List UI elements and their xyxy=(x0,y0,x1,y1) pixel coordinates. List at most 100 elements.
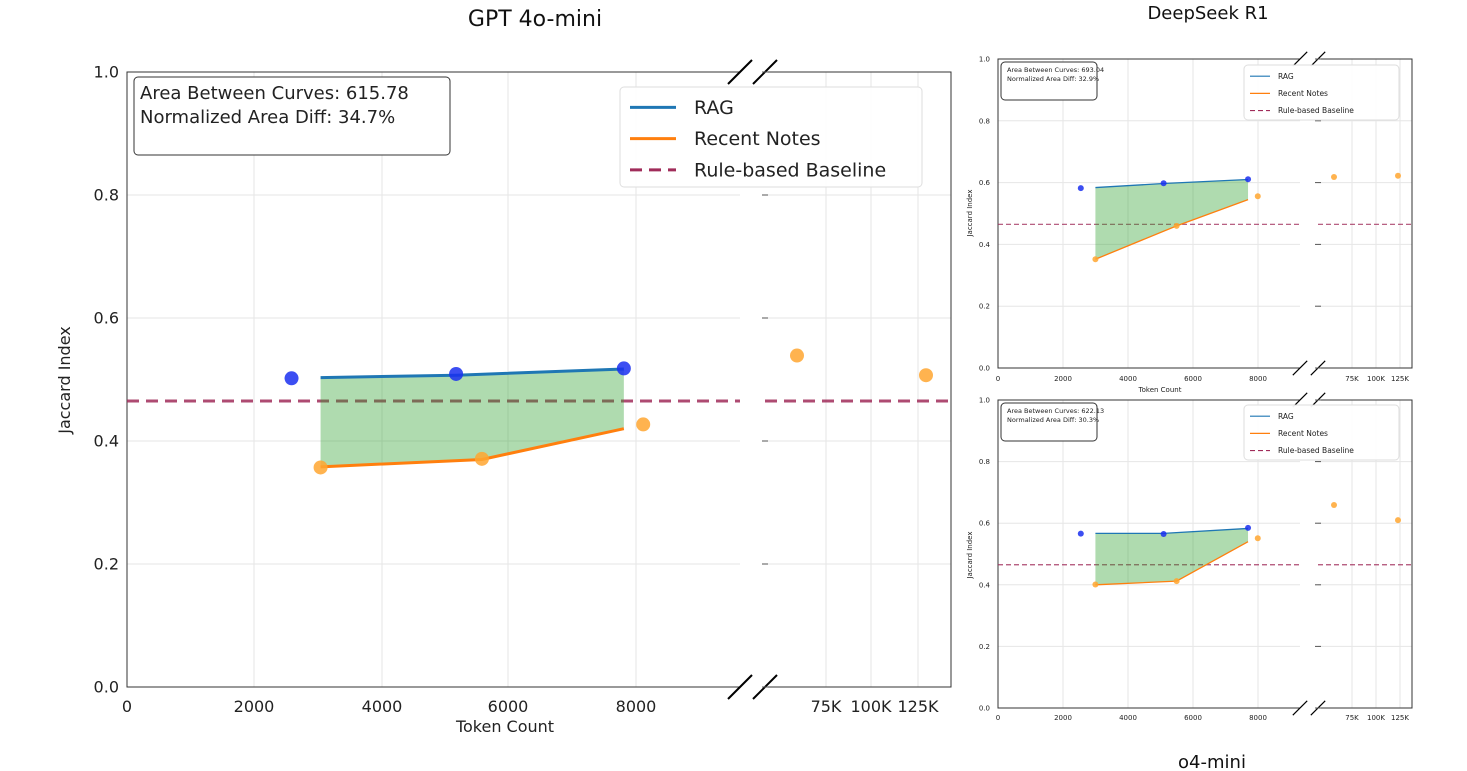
legend-label: Recent Notes xyxy=(1278,429,1328,438)
data-point-recent-notes xyxy=(1331,174,1337,181)
x-tick-label: 4000 xyxy=(362,697,403,716)
x-tick-label: 100K xyxy=(1367,714,1385,722)
axis-frame-right xyxy=(1318,58,1413,369)
y-tick-label: 0.6 xyxy=(979,179,991,187)
chart-panel-0: 0.0 0.2 0.4 0.6 0.8 1.0 0 2000 4000 6000 8000 75K 10… xyxy=(55,7,952,736)
annotation-normalized-text: Normalized Area Diff: 34.7% xyxy=(140,107,395,128)
data-point-recent-notes xyxy=(474,451,489,466)
area-between-curves xyxy=(1095,179,1249,260)
y-axis-label: Jaccard Index xyxy=(966,189,974,237)
y-tick-label: 0.8 xyxy=(979,458,990,466)
annotation-normalized-text: Normalized Area Diff: 32.9% xyxy=(1007,75,1099,83)
axes xyxy=(997,51,1413,376)
legend-label: RAG xyxy=(694,97,734,119)
legend-box xyxy=(619,86,923,188)
x-tick-label: 125K xyxy=(1391,375,1409,383)
y-tick-label: 0.4 xyxy=(979,241,991,249)
data-point-rag xyxy=(1077,185,1084,192)
y-tick-label: 0.8 xyxy=(979,117,990,125)
legend-label: Rule-based Baseline xyxy=(1278,106,1354,115)
annotation-area-text: Area Between Curves: 693.04 xyxy=(1007,66,1104,74)
data-point-rag xyxy=(1160,530,1167,537)
x-tick-label: 0 xyxy=(996,714,1000,722)
chart-panel-1: 0.0 0.2 0.4 0.6 0.8 1.0 0 2000 4000 6000 8000 75K 10… xyxy=(966,3,1413,394)
y-tick-label: 0.4 xyxy=(979,581,991,589)
chart-title: o4-mini xyxy=(1178,752,1246,771)
x-tick-label: 0 xyxy=(122,697,132,716)
data-point-rag xyxy=(284,371,299,386)
y-tick-label: 0.6 xyxy=(979,520,991,528)
data-point-recent-notes xyxy=(1173,222,1180,229)
data-point-recent-notes xyxy=(1254,193,1261,200)
chart-title: DeepSeek R1 xyxy=(1147,3,1268,24)
y-tick-label: 1.0 xyxy=(979,55,990,63)
y-tick-label: 0.4 xyxy=(94,432,119,451)
axes xyxy=(126,59,952,700)
x-tick-label: 6000 xyxy=(1184,714,1202,722)
axis-frame-left xyxy=(997,399,1300,709)
x-axis-label: Token Count xyxy=(455,717,554,736)
y-tick-label: 0.6 xyxy=(94,309,119,328)
axis-frame-right xyxy=(1318,399,1413,709)
chart-panel-2: 0.0 0.2 0.4 0.6 0.8 1.0 0 2000 4000 6000 8000 75K 10… xyxy=(966,392,1413,771)
data-point-recent-notes xyxy=(1395,517,1401,524)
x-tick-label: 6000 xyxy=(488,697,529,716)
axis-break-mark xyxy=(1292,51,1308,67)
x-tick-label: 125K xyxy=(1391,714,1409,722)
y-tick-label: 0.0 xyxy=(979,704,990,712)
annotation-normalized-text: Normalized Area Diff: 30.3% xyxy=(1007,416,1099,424)
x-tick-label: 100K xyxy=(1367,375,1385,383)
annotation-box xyxy=(1000,402,1098,442)
y-tick-label: 0.2 xyxy=(979,303,990,311)
area-between-curves xyxy=(1095,528,1249,585)
chart-title: GPT 4o-mini xyxy=(468,7,602,32)
annotation-area-text: Area Between Curves: 615.78 xyxy=(140,83,409,104)
data-point-recent-notes xyxy=(1331,502,1337,509)
x-tick-label: 125K xyxy=(897,697,939,716)
axis-break-mark xyxy=(727,59,753,85)
x-tick-label: 6000 xyxy=(1184,375,1202,383)
legend-label: RAG xyxy=(1278,412,1294,421)
data-point-rag xyxy=(449,366,464,381)
legend-label: Rule-based Baseline xyxy=(694,159,886,181)
x-tick-label: 2000 xyxy=(1054,714,1072,722)
legend-box xyxy=(1243,404,1400,461)
y-axis-label: Jaccard Index xyxy=(55,326,74,435)
data-point-recent-notes xyxy=(1173,578,1180,585)
legend-label: Rule-based Baseline xyxy=(1278,446,1354,455)
axis-frame-right xyxy=(765,71,952,688)
x-axis-label: Token Count xyxy=(1138,386,1182,394)
data-point-recent-notes xyxy=(636,417,651,432)
axis-break-mark xyxy=(727,674,753,700)
area-between-curves xyxy=(320,369,624,467)
annotation-box xyxy=(133,76,451,156)
x-tick-label: 4000 xyxy=(1119,375,1137,383)
axis-frame-left xyxy=(126,71,740,688)
data-point-rag xyxy=(1245,524,1252,531)
legend-box xyxy=(1243,64,1400,121)
axis-break-mark xyxy=(1292,700,1308,716)
data-point-rag xyxy=(616,361,631,376)
y-tick-label: 0.2 xyxy=(979,643,990,651)
data-point-recent-notes xyxy=(1254,535,1261,542)
y-tick-label: 1.0 xyxy=(94,63,119,82)
axis-frame-left xyxy=(997,58,1300,369)
x-tick-label: 100K xyxy=(850,697,892,716)
annotation-box xyxy=(1000,61,1098,101)
x-tick-label: 75K xyxy=(1345,375,1359,383)
data-point-rag xyxy=(1245,176,1252,183)
data-point-rag xyxy=(1077,530,1084,537)
legend-label: Recent Notes xyxy=(1278,89,1328,98)
x-tick-label: 8000 xyxy=(616,697,657,716)
x-tick-label: 75K xyxy=(1345,714,1359,722)
y-tick-label: 0.2 xyxy=(94,555,119,574)
data-point-recent-notes xyxy=(1092,581,1099,588)
axes xyxy=(997,392,1413,716)
data-point-recent-notes xyxy=(313,460,328,475)
legend-label: RAG xyxy=(1278,72,1294,81)
data-point-rag xyxy=(1160,180,1167,187)
y-tick-label: 0.0 xyxy=(94,678,119,697)
x-tick-label: 75K xyxy=(811,697,842,716)
data-point-recent-notes xyxy=(1092,256,1099,263)
